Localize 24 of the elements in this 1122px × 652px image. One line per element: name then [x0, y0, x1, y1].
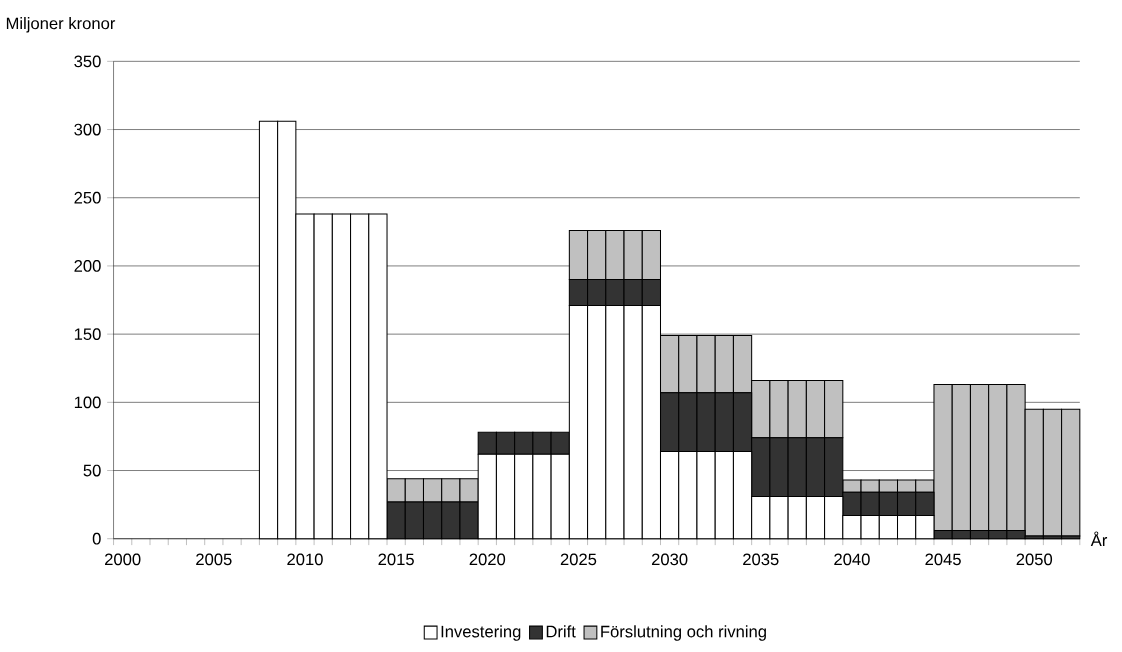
- y-tick-label: 0: [92, 532, 101, 545]
- y-tick-label: 50: [83, 464, 101, 477]
- x-tick-label: 2035: [743, 553, 779, 566]
- x-tick-label: 2050: [1016, 553, 1053, 566]
- legend-label: Förslutning och rivning: [601, 625, 766, 641]
- y-axis-title: Miljoner kronor: [6, 17, 116, 33]
- x-tick-label: 2040: [834, 553, 870, 566]
- x-tick-label: 2000: [105, 553, 141, 566]
- y-tick-label: 100: [74, 396, 101, 409]
- y-tick-label: 300: [74, 123, 101, 136]
- x-tick-label: 2030: [651, 553, 688, 566]
- x-axis-title: År: [1090, 531, 1108, 547]
- y-tick-label: 250: [74, 191, 101, 204]
- y-tick-label: 200: [74, 260, 101, 272]
- legend-label: Drift: [546, 625, 576, 638]
- x-tick-label: 2005: [196, 553, 232, 566]
- x-tick-label: 2025: [560, 553, 597, 566]
- y-tick-label: 350: [74, 55, 101, 68]
- x-tick-label: 2015: [378, 553, 414, 566]
- x-tick-label: 2020: [469, 553, 506, 566]
- legend-label: Investering: [441, 625, 521, 641]
- x-tick-label: 2045: [925, 553, 961, 566]
- y-tick-label: 150: [74, 328, 101, 341]
- x-tick-label: 2010: [287, 553, 323, 566]
